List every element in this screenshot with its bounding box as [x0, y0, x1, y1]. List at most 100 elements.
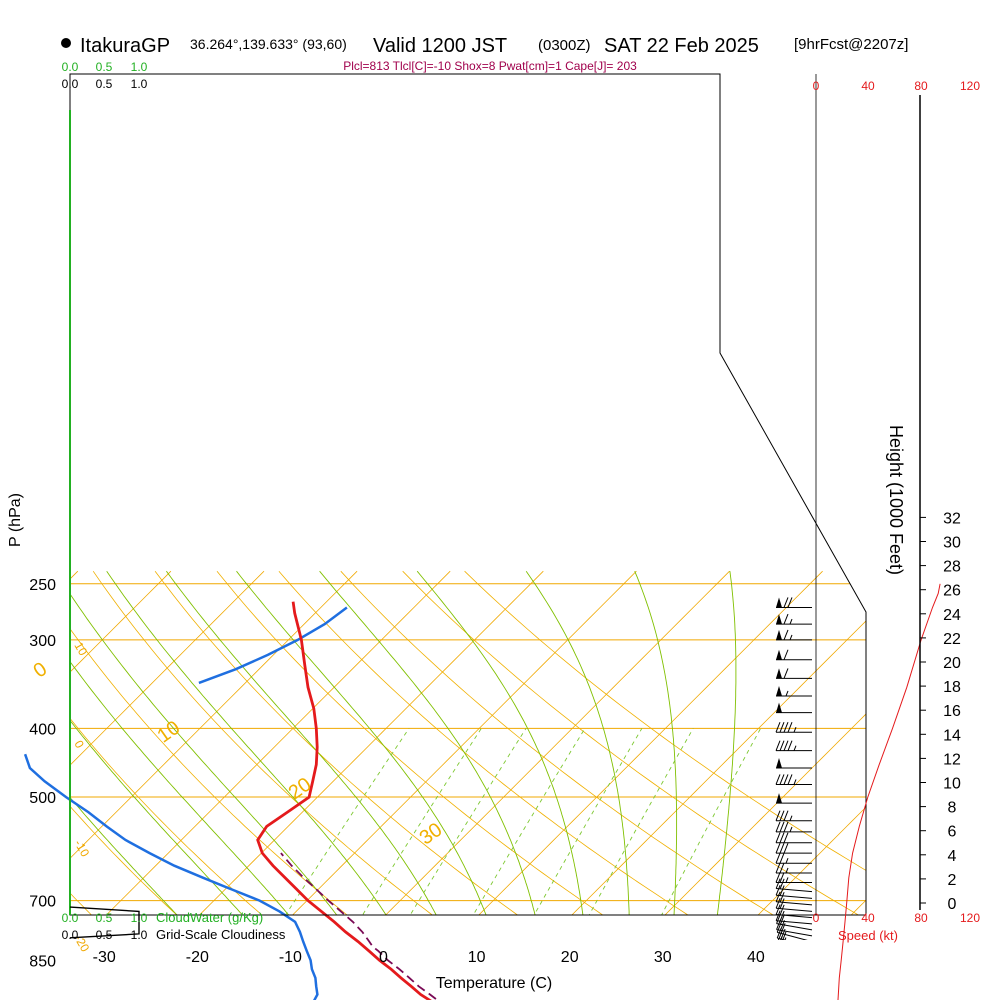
wind-barb-flag: [787, 740, 793, 751]
wind-barb-staff: [789, 972, 812, 1000]
wind-barb-staff: [781, 962, 812, 980]
wind-barb: [775, 810, 812, 822]
wind-barb-flag: [780, 920, 785, 931]
wind-barb-pennant: [776, 629, 782, 640]
wind-barb-flag: [794, 966, 798, 976]
wind-barb-pennant: [776, 685, 782, 696]
wind-barb: [781, 952, 812, 980]
wind-barb-flag: [775, 842, 781, 854]
wind-barb: [789, 967, 812, 1000]
station-marker-icon: [61, 38, 71, 48]
wind-barb-half: [785, 858, 789, 864]
wind-barb-staff: [800, 976, 812, 1000]
wind-barb-flag: [775, 853, 781, 864]
speed-tick-bottom: 40: [861, 911, 875, 925]
speed-tick-bottom: 0: [813, 911, 820, 925]
moist-adiabat-line: [236, 570, 518, 915]
wind-barb-flag: [779, 910, 785, 922]
speed-tick-top: 80: [914, 79, 928, 93]
wind-barb-half: [789, 826, 793, 833]
wind-barb-flag: [783, 832, 789, 843]
cloudwater-tick-top: 1.0: [131, 60, 148, 74]
wind-barb-half: [789, 970, 791, 975]
wind-barb-half: [793, 971, 795, 976]
isotherm-line: [70, 570, 358, 915]
wind-barb-staff: [778, 941, 812, 953]
wind-barb: [775, 885, 813, 899]
wind-barb: [784, 961, 812, 994]
wind-barb-flag: [779, 842, 785, 854]
p-tick-label: 700: [29, 894, 56, 911]
dewpoint-line: [23, 753, 319, 1000]
wind-barb: [776, 668, 812, 679]
wind-barb-staff: [781, 967, 812, 985]
wind-barb: [776, 597, 812, 608]
wind-barb-flag: [779, 904, 785, 916]
wind-barb-half: [789, 618, 793, 625]
dry-adiabat-line: [70, 570, 404, 915]
wind-barb: [784, 956, 812, 989]
height-tick-label: 32: [943, 510, 961, 527]
wind-barb-flag: [775, 872, 781, 883]
wind-barb: [775, 853, 812, 864]
wind-barb-staff: [776, 901, 813, 906]
site-name: ItakuraGP: [80, 35, 170, 57]
wind-barb-flag: [783, 842, 789, 854]
dry-adiabat-line: [216, 570, 781, 915]
wind-barb-staff: [779, 954, 812, 969]
cloudiness-tick-bottom: 1.0: [131, 928, 148, 942]
wind-barb-flag: [779, 878, 785, 890]
wind-barb-flag: [775, 810, 781, 821]
wind-barb: [775, 821, 812, 833]
dry-adiabat-line: [464, 570, 866, 915]
wind-barb-flag: [782, 938, 784, 940]
wind-barb-flag: [775, 910, 781, 921]
wind-barb-flag: [784, 956, 788, 966]
temperature-line: [256, 601, 432, 1000]
wind-barb-flag: [775, 904, 781, 915]
wind-barb-staff: [776, 929, 813, 937]
isotherm-line: [70, 570, 265, 915]
wind-barb-flag: [775, 862, 781, 874]
height-tick-label: 0: [948, 896, 957, 913]
speed-tick-top: 0: [813, 79, 820, 93]
wind-barb: [775, 904, 813, 919]
wind-barb-staff: [776, 914, 813, 919]
cloudiness-tick-bottom: 0.0: [62, 928, 79, 942]
wind-barb-half: [789, 815, 793, 821]
speed-tick-bottom: 80: [914, 911, 928, 925]
wind-barb: [776, 758, 812, 769]
dry-adiabat-line: [402, 570, 866, 915]
speed-tick-top: 120: [960, 79, 980, 93]
wind-barb-flag: [775, 878, 781, 889]
wind-barb: [775, 862, 812, 874]
cloudiness-tick-top: 0.5: [96, 77, 113, 91]
wind-barb: [775, 898, 813, 912]
wind-barb-flag: [783, 810, 789, 821]
height-tick-label: 22: [943, 631, 961, 648]
wind-barb-pennant: [776, 614, 782, 625]
wind-barb-flag: [787, 722, 793, 733]
dry-adiabat-line: [70, 570, 498, 915]
height-tick-label: 14: [943, 727, 961, 744]
mixing-ratio-line: [348, 728, 527, 915]
x-tick-label: 30: [654, 949, 672, 966]
wind-barb-flag: [787, 597, 793, 608]
dry-adiabat-label: 10: [153, 717, 184, 748]
profiles: [23, 601, 439, 1000]
left-isotherm-label: 0: [71, 738, 87, 751]
wind-barb-flag: [783, 946, 787, 956]
site-coords: 36.264°,139.633° (93,60): [190, 36, 347, 52]
mixing-ratio-line: [299, 728, 482, 915]
wind-barb-flag: [775, 740, 781, 751]
moist-adiabat-line: [70, 570, 369, 915]
wind-barb-flag: [779, 810, 785, 821]
moist-adiabat-line: [106, 570, 444, 915]
speed-tick-top: 40: [861, 79, 875, 93]
wind-barb-half: [793, 779, 797, 785]
dry-adiabat-line: [92, 570, 592, 915]
dry-adiabat-label: 0: [29, 658, 51, 682]
moist-adiabat-line: [634, 571, 678, 915]
wind-barb-pennant: [776, 793, 782, 804]
speed-axis-title: Speed (kt): [838, 928, 898, 943]
